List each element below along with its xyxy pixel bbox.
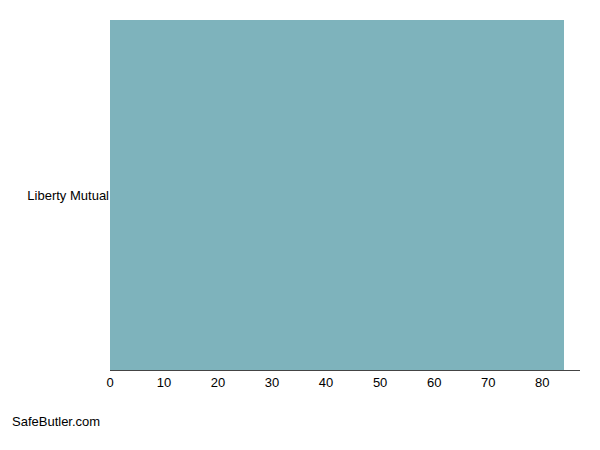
svg-text:80: 80 [535,375,549,390]
svg-text:SafeButler.com: SafeButler.com [12,414,100,429]
svg-text:40: 40 [319,375,333,390]
svg-text:10: 10 [157,375,171,390]
svg-text:0: 0 [106,375,113,390]
svg-text:20: 20 [211,375,225,390]
svg-text:70: 70 [481,375,495,390]
svg-text:30: 30 [265,375,279,390]
svg-text:50: 50 [373,375,387,390]
svg-text:Liberty Mutual: Liberty Mutual [27,188,109,203]
svg-text:60: 60 [427,375,441,390]
